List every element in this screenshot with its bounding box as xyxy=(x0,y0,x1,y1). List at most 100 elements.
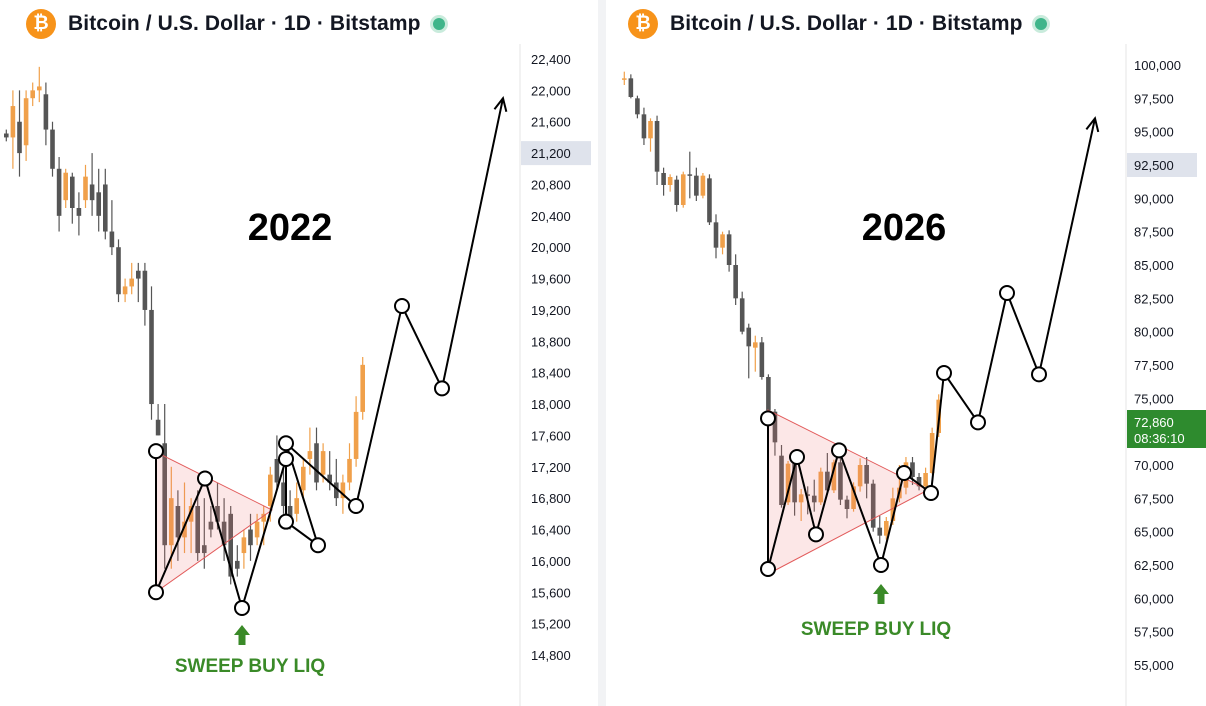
candle-body xyxy=(314,443,319,483)
swing-point-marker xyxy=(923,485,939,501)
bitcoin-icon: ₿ xyxy=(26,9,56,39)
candle xyxy=(916,473,922,491)
price-tick-label: 20,000 xyxy=(531,240,571,255)
candle xyxy=(76,192,82,236)
bar-countdown: 08:36:10 xyxy=(1134,431,1185,446)
candle-body xyxy=(122,286,128,295)
candle xyxy=(169,466,174,569)
swing-point-marker xyxy=(936,365,952,381)
candle-body xyxy=(334,482,339,499)
candle xyxy=(136,262,141,303)
price-tick-label: 92,500 xyxy=(1134,158,1174,173)
candle-body xyxy=(274,458,280,483)
candle xyxy=(746,323,752,379)
price-tick-label: 19,200 xyxy=(531,303,571,318)
sweep-buy-liq-label: SWEEP BUY LIQ xyxy=(801,619,951,640)
candle-body xyxy=(281,482,286,506)
swing-point-marker xyxy=(760,561,776,577)
candle-body xyxy=(4,133,9,138)
candle-body xyxy=(916,477,922,487)
candle xyxy=(129,262,134,295)
candle xyxy=(798,489,804,521)
highlighted-price-tick xyxy=(1127,153,1197,177)
price-tick-label: 18,400 xyxy=(531,366,571,381)
price-tick-label: 19,600 xyxy=(531,272,571,287)
price-tick-label: 85,000 xyxy=(1134,258,1174,273)
candle xyxy=(694,167,699,201)
price-tick-label: 75,000 xyxy=(1134,391,1174,406)
candle xyxy=(929,427,935,475)
panel-divider xyxy=(598,0,606,706)
candle-body xyxy=(155,419,161,436)
candle xyxy=(648,118,653,152)
candle xyxy=(175,490,181,561)
candle-body xyxy=(70,176,75,208)
price-tick-label: 95,000 xyxy=(1134,125,1174,140)
candle-body xyxy=(707,178,712,223)
candle-body xyxy=(175,506,181,538)
year-label: 2026 xyxy=(862,207,947,249)
candle xyxy=(301,458,306,499)
candle xyxy=(37,66,42,103)
swing-point-marker xyxy=(394,298,410,315)
candle xyxy=(785,461,791,505)
candle xyxy=(628,74,634,99)
price-tick-label: 20,400 xyxy=(531,209,571,224)
price-tick-label: 18,800 xyxy=(531,334,571,349)
candle-body xyxy=(635,98,640,115)
symbol-title[interactable]: Bitcoin / U.S. Dollar · 1D · Bitstamp xyxy=(68,12,421,35)
price-chart-right[interactable]: 100,000 97,500 95,000 92,500 90,000 87,500 85,… xyxy=(606,0,1206,706)
candle-body xyxy=(360,364,365,412)
swing-point-marker xyxy=(148,443,164,460)
candle xyxy=(857,458,863,492)
price-chart-left[interactable]: 22,400 22,000 21,600 21,200 20,800 20,400 20,0… xyxy=(0,0,598,706)
candle xyxy=(261,506,266,546)
candle xyxy=(254,513,260,546)
candle-body xyxy=(654,121,660,172)
candle-body xyxy=(851,486,856,509)
candle xyxy=(811,479,817,512)
candle-body xyxy=(844,499,850,509)
candle xyxy=(122,278,128,303)
candle-body xyxy=(785,463,791,503)
price-tick-label: 70,000 xyxy=(1134,458,1174,473)
candle xyxy=(103,168,108,240)
triangle-pattern xyxy=(767,409,930,575)
candle-body xyxy=(17,121,22,154)
price-tick-label: 16,400 xyxy=(531,523,571,538)
candle xyxy=(838,454,843,505)
candle-body xyxy=(142,270,148,310)
candle-body xyxy=(221,521,227,546)
highlighted-price-tick xyxy=(521,141,591,166)
candle-body xyxy=(261,513,266,522)
candle-body xyxy=(667,177,673,185)
arrow-head xyxy=(1085,116,1100,133)
candle-body xyxy=(857,465,863,487)
candle xyxy=(208,506,214,538)
candle xyxy=(877,515,883,544)
candle xyxy=(202,498,207,569)
symbol-title[interactable]: Bitcoin / U.S. Dollar · 1D · Bitstamp xyxy=(670,12,1023,35)
candle xyxy=(89,153,95,216)
price-axis xyxy=(1126,44,1206,706)
candle-body xyxy=(215,506,220,522)
candle-body xyxy=(648,121,653,139)
swing-point-marker xyxy=(808,526,824,543)
candle xyxy=(307,427,313,475)
price-tick-label: 14,800 xyxy=(531,648,571,663)
candle xyxy=(844,495,850,519)
candle-body xyxy=(294,498,299,514)
candle xyxy=(347,443,352,491)
price-tick-label: 15,200 xyxy=(531,617,571,632)
candle-body xyxy=(805,494,810,496)
price-tick-label: 82,500 xyxy=(1134,291,1174,306)
candle-body xyxy=(726,234,732,265)
candle xyxy=(221,498,227,561)
candle xyxy=(661,167,666,196)
price-tick-label: 90,000 xyxy=(1134,191,1174,206)
candle-body xyxy=(182,521,187,538)
candle xyxy=(96,168,101,232)
candle xyxy=(884,517,889,540)
candle-body xyxy=(923,473,928,487)
candle-body xyxy=(228,513,233,577)
